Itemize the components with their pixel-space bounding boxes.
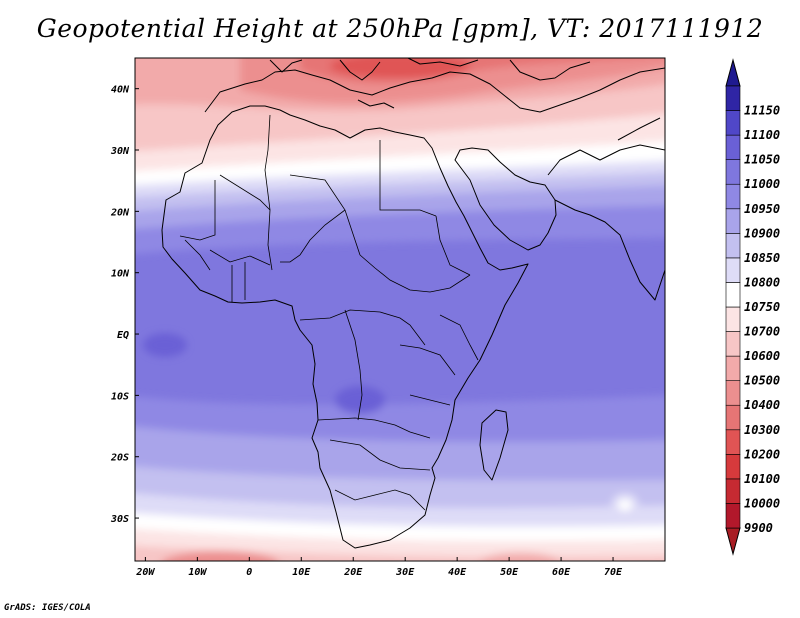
y-tick-label: 30S bbox=[110, 514, 129, 525]
colorbar-label: 10300 bbox=[744, 423, 780, 437]
colorbar-swatch bbox=[725, 380, 741, 406]
colorbar-label: 10000 bbox=[744, 496, 780, 510]
x-tick-label: 40E bbox=[448, 567, 467, 578]
colorbar-swatch bbox=[725, 110, 741, 136]
colorbar-label: 10200 bbox=[744, 447, 780, 461]
colorbar-top-arrow bbox=[725, 58, 741, 87]
colorbar-label: 10800 bbox=[744, 275, 780, 289]
colorbar-swatch bbox=[725, 331, 741, 357]
colorbar-swatch bbox=[725, 355, 741, 381]
y-tick-label: 10S bbox=[111, 391, 129, 402]
x-tick-label: 20E bbox=[343, 567, 363, 578]
y-axis: 40N 30N 20N 10N EQ 10S 20S 30S bbox=[110, 85, 139, 525]
map-frame bbox=[134, 57, 666, 562]
colorbar-swatch bbox=[725, 233, 741, 259]
colorbar-swatch bbox=[725, 134, 741, 160]
colorbar-swatch bbox=[725, 183, 741, 210]
colorbar-swatch bbox=[725, 478, 741, 504]
y-tick-label: 20N bbox=[110, 207, 130, 218]
colorbar-label: 11150 bbox=[744, 104, 780, 118]
colorbar-swatch bbox=[725, 159, 741, 185]
x-tick-label: 50E bbox=[500, 567, 519, 578]
colorbar-swatch bbox=[725, 454, 741, 480]
country-borders bbox=[179, 114, 479, 511]
y-tick-label: 40N bbox=[111, 85, 130, 96]
colorbar-swatch bbox=[725, 306, 741, 332]
y-tick-label: EQ bbox=[117, 330, 129, 341]
y-tick-label: 20S bbox=[110, 453, 129, 464]
colorbar-label: 10900 bbox=[744, 226, 780, 240]
colorbar-swatch bbox=[725, 429, 741, 455]
colorbar-label: 11100 bbox=[744, 128, 780, 142]
colorbar-label: 11000 bbox=[744, 177, 780, 191]
x-tick-label: 60E bbox=[552, 567, 571, 578]
coastlines bbox=[161, 58, 665, 549]
colorbar-label: 10500 bbox=[744, 374, 780, 388]
x-tick-label: 0 bbox=[246, 567, 252, 578]
y-tick-label: 30N bbox=[110, 146, 130, 157]
colorbar-swatch bbox=[725, 503, 741, 529]
colorbar: 9900 10000 10100 10200 10300 10400 10500 10600 1… bbox=[725, 58, 780, 556]
colorbar-label: 10750 bbox=[744, 300, 780, 314]
colorbar-label: 10950 bbox=[744, 202, 780, 216]
colorbar-bottom-arrow bbox=[725, 527, 741, 556]
colorbar-label: 10400 bbox=[744, 398, 780, 412]
colorbar-label: 10850 bbox=[744, 251, 780, 265]
colorbar-label: 9900 bbox=[744, 521, 773, 535]
colorbar-label: 10600 bbox=[744, 349, 780, 363]
colorbar-swatch bbox=[725, 404, 741, 431]
x-tick-label: 10W bbox=[188, 567, 207, 578]
colorbar-swatch bbox=[725, 208, 741, 234]
colorbar-label: 10100 bbox=[744, 472, 780, 486]
x-tick-label: 10E bbox=[292, 567, 311, 578]
x-tick-label: 70E bbox=[604, 567, 623, 578]
colorbar-swatch bbox=[725, 85, 741, 111]
colorbar-swatch bbox=[725, 282, 741, 308]
colorbar-swatch bbox=[725, 257, 741, 283]
x-tick-label: 30E bbox=[395, 567, 415, 578]
y-tick-label: 10N bbox=[111, 269, 130, 280]
map-title: Geopotential Height at 250hPa [gpm], VT:… bbox=[36, 14, 764, 43]
colorbar-label: 11050 bbox=[744, 153, 780, 167]
x-axis: 20W 10W 0 10E 20E 30E 40E 50E 60E 70E bbox=[135, 557, 623, 578]
x-tick-label: 20W bbox=[135, 567, 155, 578]
grads-credit: GrADS: IGES/COLA bbox=[4, 603, 91, 613]
height-field bbox=[135, 58, 665, 561]
colorbar-label: 10700 bbox=[744, 325, 780, 339]
